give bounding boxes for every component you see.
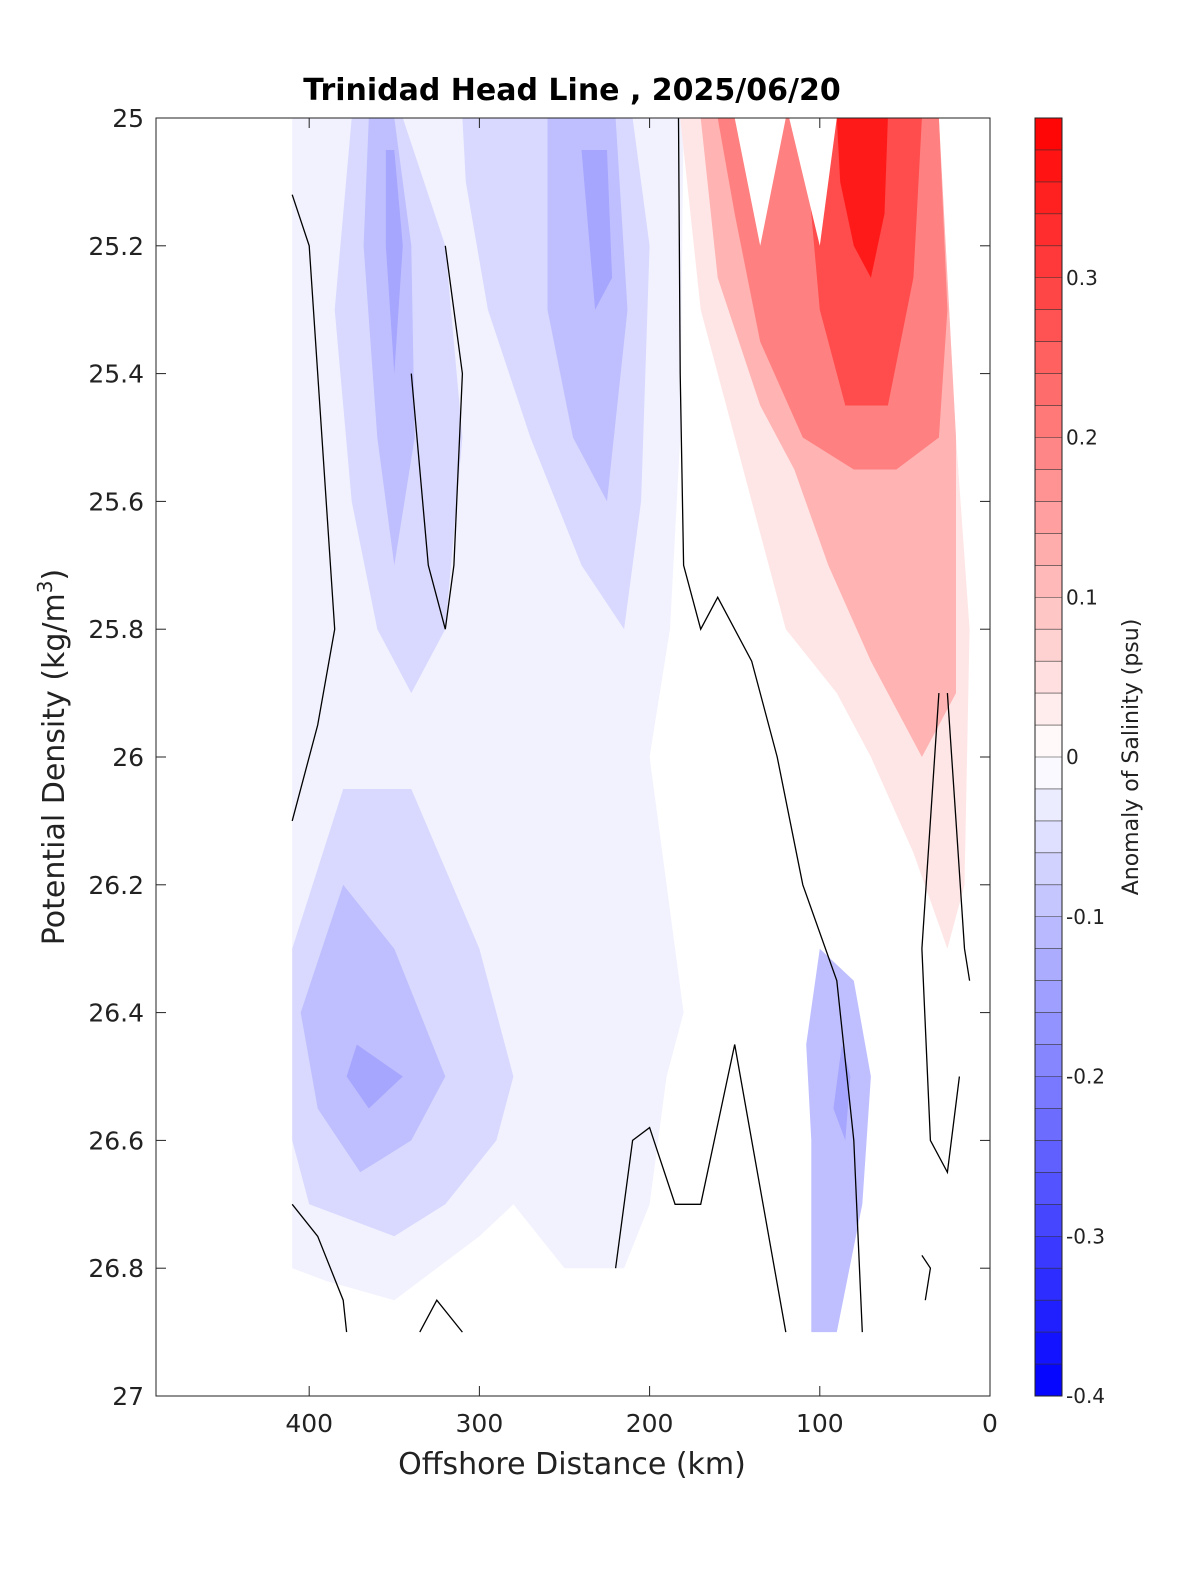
y-tick-label: 26.4 — [88, 999, 144, 1028]
plot-area — [155, 117, 991, 1397]
contour-region-6 — [300, 884, 446, 1173]
colorbar-band — [1035, 725, 1062, 758]
colorbar-band — [1035, 405, 1062, 438]
zero-contour-line-0 — [291, 194, 336, 822]
colorbar-band — [1035, 980, 1062, 1014]
colorbar-band — [1035, 149, 1062, 183]
zero-contour-line-4 — [419, 1299, 463, 1333]
colorbar-band — [1035, 277, 1062, 311]
colorbar-band — [1035, 1364, 1062, 1397]
colorbar-band — [1035, 1236, 1062, 1269]
zero-contour-line-1 — [410, 245, 464, 630]
colorbar-band — [1035, 948, 1062, 982]
colorbar-band — [1035, 884, 1062, 918]
colorbar-tick-label: 0.3 — [1066, 266, 1098, 290]
contour-region-8 — [385, 150, 403, 374]
zero-contour-line-3 — [291, 1203, 348, 1333]
colorbar-tick-label: -0.3 — [1066, 1224, 1105, 1248]
colorbar-tick-label: 0.2 — [1066, 426, 1098, 450]
y-axis-label-suffix: ) — [37, 569, 72, 581]
colorbar-band — [1035, 469, 1062, 502]
colorbar-tick-label: -0.2 — [1066, 1065, 1105, 1089]
zero-contour-line-2 — [677, 118, 863, 1333]
colorbar-label: Anomaly of Salinity (psu) — [1119, 619, 1144, 896]
colorbar-band — [1035, 629, 1062, 662]
contour-region-7 — [806, 948, 871, 1333]
colorbar-band — [1035, 693, 1062, 726]
contour-region-4 — [363, 118, 415, 566]
colorbar-tick-label: -0.4 — [1066, 1384, 1105, 1408]
colorbar-band — [1035, 597, 1062, 630]
colorbar-band — [1035, 852, 1062, 886]
colorbar-band — [1035, 1332, 1062, 1365]
colorbar-band — [1035, 820, 1062, 854]
contour-line-layer — [291, 118, 971, 1333]
y-tick-label: 25.6 — [88, 487, 144, 516]
colorbar-band — [1035, 373, 1062, 407]
y-tick-label: 26.2 — [88, 871, 144, 900]
y-axis: 25 25.2 25.4 25.6 25.8 26 26.2 26.4 26.6 26.8 27 — [88, 104, 990, 1411]
colorbar-band — [1035, 661, 1062, 694]
colorbar-ticks: 0.3 0.2 0.1 0 -0.1 -0.2 -0.3 -0.4 — [1066, 266, 1105, 1408]
colorbar-band — [1035, 757, 1062, 790]
colorbar-tick-label: 0.1 — [1066, 585, 1098, 609]
x-tick-label: 300 — [456, 1409, 504, 1438]
colorbar-band — [1035, 245, 1062, 279]
colorbar-band — [1035, 118, 1062, 151]
x-axis-label: Offshore Distance (km) — [398, 1447, 746, 1482]
colorbar-tick-label: 0 — [1066, 745, 1079, 769]
x-axis: 400 300 200 100 0 — [285, 118, 998, 1438]
contour-fill-layer — [292, 118, 970, 1333]
x-tick-label: 200 — [626, 1409, 674, 1438]
colorbar-band — [1035, 1300, 1062, 1333]
colorbar-band — [1035, 341, 1062, 375]
colorbar-band — [1035, 501, 1062, 534]
contour-gap-1 — [789, 118, 837, 246]
colorbar-band — [1035, 213, 1062, 247]
x-tick-label: 400 — [285, 1409, 333, 1438]
colorbar-tick-label: -0.1 — [1066, 905, 1105, 929]
zero-contour-line-6 — [921, 693, 961, 1175]
colorbar-band — [1035, 916, 1062, 950]
contour-region-16 — [836, 118, 888, 278]
x-tick-label: 100 — [796, 1409, 844, 1438]
y-tick-label: 27 — [112, 1382, 144, 1411]
y-tick-label: 25.8 — [88, 615, 144, 644]
y-tick-label: 26.8 — [88, 1254, 144, 1283]
colorbar-band — [1035, 1172, 1062, 1205]
zero-contour-line-8 — [921, 1255, 932, 1301]
x-tick-label: 0 — [982, 1409, 998, 1438]
colorbar-band — [1035, 1268, 1062, 1301]
chart-title: Trinidad Head Line , 2025/06/20 — [303, 73, 840, 108]
y-tick-label: 25.4 — [88, 360, 144, 389]
colorbar-band — [1035, 565, 1062, 598]
colorbar-band — [1035, 533, 1062, 566]
colorbar-band — [1035, 437, 1062, 470]
y-tick-label: 25 — [112, 104, 144, 133]
y-axis-label-main: Potential Density (kg/m — [37, 593, 72, 945]
y-tick-label: 25.2 — [88, 232, 144, 261]
y-tick-label: 26.6 — [88, 1126, 144, 1155]
colorbar-band — [1035, 1108, 1062, 1141]
zero-contour-line-7 — [946, 693, 971, 981]
colorbar-band — [1035, 181, 1062, 215]
colorbar-band — [1035, 1076, 1062, 1109]
y-axis-label-superscript: 3 — [33, 580, 57, 593]
colorbar-band — [1035, 788, 1062, 822]
colorbar-frame — [1034, 117, 1063, 1397]
colorbar-bands — [1035, 117, 1062, 1397]
colorbar-band — [1035, 309, 1062, 343]
colorbar-band — [1035, 1204, 1062, 1237]
zero-contour-line-5 — [614, 1044, 787, 1333]
contour-region-10 — [346, 1044, 403, 1109]
contour-gap-0 — [734, 118, 786, 246]
y-tick-label: 26 — [112, 743, 144, 772]
colorbar: 0.3 0.2 0.1 0 -0.1 -0.2 -0.3 -0.4 Anomaly of Sa… — [1034, 117, 1144, 1408]
colorbar-band — [1035, 1140, 1062, 1173]
colorbar-band — [1035, 1044, 1062, 1077]
contour-region-9 — [581, 150, 613, 310]
colorbar-band — [1035, 1012, 1062, 1046]
y-axis-label: Potential Density (kg/m3) — [33, 569, 72, 945]
